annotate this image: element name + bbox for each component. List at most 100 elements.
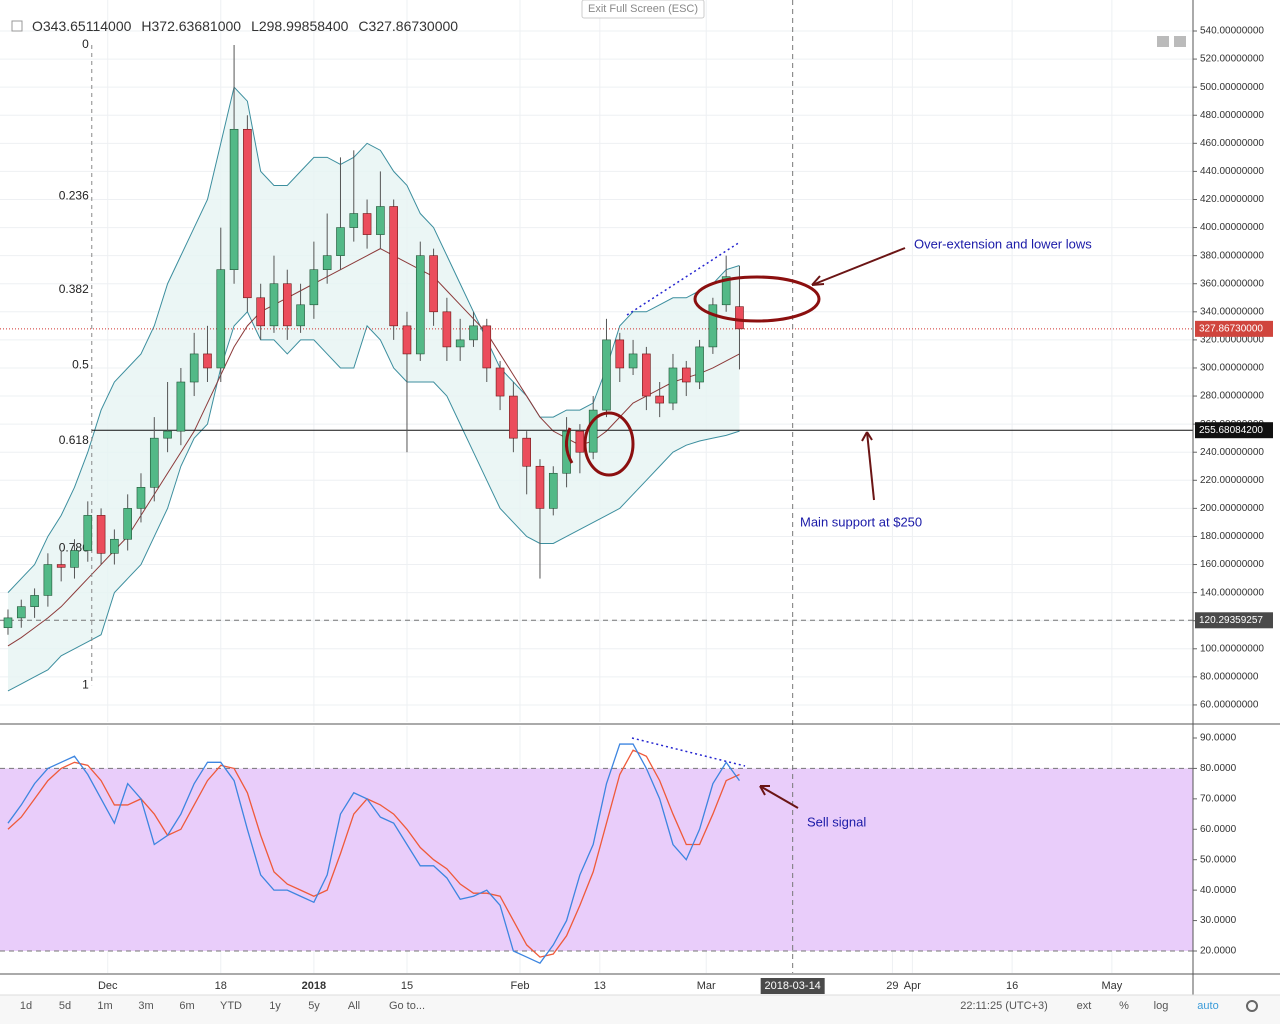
candle-body [695, 346, 704, 383]
y-tick-label: 420.00000000 [1200, 194, 1264, 205]
range-button[interactable]: 5d [59, 1000, 71, 1012]
candle-body [83, 515, 93, 551]
range-button[interactable]: Go to... [389, 1000, 425, 1012]
stochastic-pane [0, 743, 1193, 964]
candle-body [322, 255, 332, 270]
bollinger-bands [7, 86, 740, 692]
exit-label[interactable]: Exit Full Screen (ESC) [588, 3, 698, 15]
candle-body [349, 213, 359, 228]
y-tick-label: 480.00000000 [1200, 110, 1264, 121]
candle-body [588, 409, 598, 453]
range-button[interactable]: YTD [220, 1000, 242, 1012]
annotation: Sell signal [807, 814, 866, 829]
ohlc-key: O [32, 18, 43, 34]
candle-body [548, 472, 558, 509]
candle-body [16, 606, 26, 619]
candle-body [455, 339, 465, 348]
toolbar [0, 995, 1280, 1024]
candle-body [56, 564, 66, 568]
candle-body [176, 381, 186, 432]
candle-body [376, 206, 385, 235]
range-button[interactable]: 1y [269, 1000, 281, 1012]
y-tick-label: 80.00000000 [1200, 672, 1259, 683]
y-tick-label: 180.00000000 [1200, 531, 1264, 542]
price-levels: 0 0.236 0.382 0.5 0.618 0.786 1 [0, 0, 1193, 973]
candle-body [243, 128, 252, 299]
candle-body [123, 508, 132, 540]
candle-body [203, 353, 212, 369]
range-button[interactable]: All [348, 1000, 360, 1012]
y-tick-label: 200.00000000 [1200, 503, 1264, 514]
band-fill [7, 87, 740, 691]
exit-button[interactable] [581, 0, 705, 19]
icon[interactable] [1174, 36, 1186, 47]
y2-tick-label: 40.0000 [1200, 885, 1237, 896]
ohlc-key: C [358, 18, 368, 34]
option-button[interactable]: auto [1197, 1000, 1218, 1012]
candle-body [602, 339, 611, 411]
x-tick-label: 13 [594, 980, 606, 992]
arrow-head [759, 785, 770, 796]
ohlc-key: L [251, 18, 259, 34]
candle-body [721, 276, 731, 306]
candle-body [415, 255, 425, 355]
candle-body [655, 395, 664, 404]
x-tick-label: May [1101, 980, 1122, 992]
price-badge-label: 255.68084200 [1199, 425, 1263, 436]
y2-tick-label: 50.0000 [1200, 854, 1237, 865]
candle-body [522, 437, 531, 467]
ohlc-key: H [141, 18, 151, 34]
range-button[interactable]: 6m [179, 1000, 194, 1012]
range-button[interactable]: 5y [308, 1000, 320, 1012]
y-tick-label: 540.00000000 [1200, 26, 1264, 37]
x-tick-label: 29 [886, 980, 898, 992]
fib-label: 0.236 [59, 188, 89, 202]
annotation: Over-extension and lower lows [914, 236, 1092, 251]
candle-body [70, 550, 79, 568]
candle-body [309, 269, 319, 306]
range-button[interactable]: 1d [20, 1000, 32, 1012]
ohlc-legend: O343.65114000 H372.63681000 L298.99858400 C… [32, 18, 458, 34]
fib-label: 1 [82, 677, 89, 691]
x-tick-label: 15 [401, 980, 413, 992]
x-tick-label: Dec [98, 980, 118, 992]
settings-icon[interactable] [1246, 1000, 1258, 1012]
stoch-line [7, 749, 740, 958]
x-tick-label: Feb [511, 980, 530, 992]
candle-body [389, 206, 398, 327]
fib-label: 0 [82, 37, 89, 51]
candle-body [735, 306, 744, 330]
y-tick-label: 400.00000000 [1200, 222, 1264, 233]
axes: 60.00000000 80.00000000 100.00000000 1 20.00… [0, 0, 1280, 995]
band-line [7, 310, 740, 692]
candle-body [708, 304, 718, 348]
band-line [7, 86, 740, 593]
legend-icon [11, 20, 23, 32]
candle-body [256, 297, 265, 327]
option-button[interactable]: log [1154, 1000, 1169, 1012]
candle-body [216, 269, 226, 369]
candle-body [575, 430, 585, 453]
candle-body [642, 353, 651, 397]
fib-label: 0.5 [72, 357, 89, 371]
ohlc-value: 298.99858400 [259, 18, 349, 34]
icon[interactable] [1157, 36, 1169, 47]
option-button[interactable]: % [1119, 1000, 1129, 1012]
price-badge-label: 120.29359257 [1199, 615, 1263, 626]
candle-body [402, 325, 412, 355]
candle-body [429, 255, 438, 313]
arrow [811, 247, 906, 286]
x-tick-label: 2018 [302, 980, 326, 992]
candle-body [136, 487, 146, 509]
y-tick-label: 460.00000000 [1200, 138, 1264, 149]
candle-body [668, 367, 678, 404]
range-button[interactable]: 1m [97, 1000, 112, 1012]
crosshair-x-badge [760, 978, 825, 994]
candle-body [43, 564, 53, 596]
ohlc-value: 327.86730000 [369, 18, 459, 34]
range-button[interactable]: 3m [138, 1000, 153, 1012]
arrow-head [811, 275, 825, 286]
clock: 22:11:25 (UTC+3) [960, 1000, 1048, 1012]
option-button[interactable]: ext [1077, 1000, 1092, 1012]
candle-body [509, 395, 518, 439]
